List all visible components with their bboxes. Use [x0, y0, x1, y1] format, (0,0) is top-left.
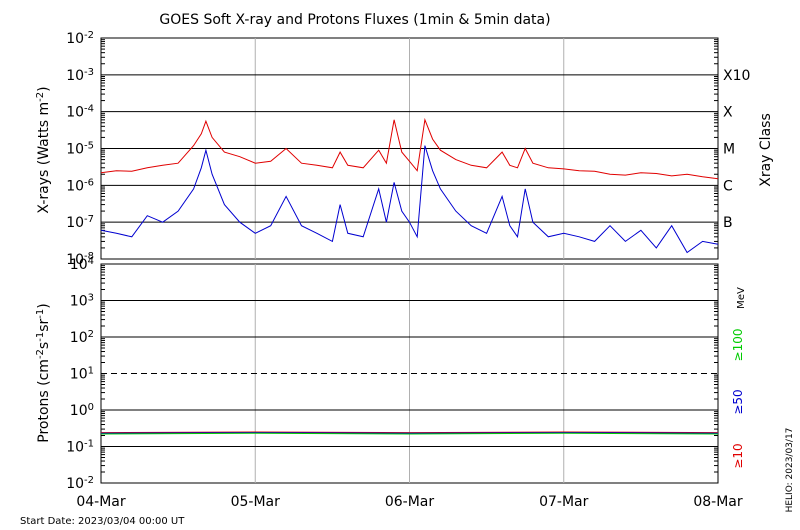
- x-axis-labels: 04-Mar 05-Mar 06-Mar 07-Mar 08-Mar: [76, 494, 743, 510]
- proton-grid: [101, 264, 718, 483]
- x-tick-label: 04-Mar: [76, 494, 126, 510]
- proton-panel: 10-2 10-1 100 101 102 103 104 MeV ≥100 ≥50 ≥10 P…: [35, 256, 748, 493]
- credit-label: HELIO: 2023/03/17: [785, 428, 795, 513]
- chart-title: GOES Soft X-ray and Protons Fluxes (1min…: [159, 12, 550, 28]
- xray-class-label: B: [723, 215, 733, 231]
- xray-y-tick-label: 10-3: [66, 66, 94, 84]
- xray-class-axis-title: Xray Class: [758, 113, 774, 187]
- x-tick-label: 05-Mar: [231, 494, 281, 510]
- xray-y-tick-label: 10-5: [66, 140, 94, 158]
- proton-y-axis-label: Protons (cm-2s-1sr-1): [35, 303, 53, 442]
- xray-y-tick-label: 10-4: [66, 103, 94, 121]
- xray-y-tick-label: 10-7: [66, 214, 94, 232]
- proton-series-line: [100, 432, 719, 434]
- proton-energy-label: ≥100: [731, 329, 745, 362]
- xray-y-tick-label: 10-6: [66, 177, 94, 195]
- xray-class-label: X: [723, 105, 733, 121]
- proton-y-tick-label: 103: [70, 292, 94, 310]
- proton-y-tick-label: 10-1: [66, 438, 94, 456]
- xray-class-label: X10: [723, 68, 750, 84]
- xray-y-tick-label: 10-8: [66, 251, 94, 269]
- xray-series-line: [100, 145, 719, 254]
- x-tick-label: 06-Mar: [385, 494, 435, 510]
- proton-y-tick-label: 101: [70, 365, 94, 383]
- xray-class-label: C: [723, 178, 733, 194]
- start-date-label: Start Date: 2023/03/04 00:00 UT: [20, 516, 185, 527]
- xray-y-axis-label: X-rays (Watts m-2): [35, 86, 53, 213]
- xray-series-group: [100, 117, 719, 254]
- x-tick-label: 07-Mar: [539, 494, 589, 510]
- proton-y-tick-label: 102: [70, 329, 94, 347]
- xray-panel: 10-8 10-7 10-6 10-5 10-4 10-3 10-2 B C M X X10 Xra…: [35, 30, 775, 269]
- proton-series-group: [100, 431, 719, 435]
- xray-grid: [101, 38, 718, 259]
- proton-y-ticks: 10-2 10-1 100 101 102 103 104: [66, 256, 94, 493]
- proton-energy-label: ≥10: [731, 443, 745, 468]
- proton-y-tick-label: 10-2: [66, 475, 94, 493]
- xray-y-tick-label: 10-2: [66, 30, 94, 48]
- proton-series-line: [100, 432, 719, 435]
- proton-y-tick-label: 104: [70, 256, 94, 274]
- proton-energy-unit: MeV: [736, 287, 747, 309]
- xray-y-ticks: 10-8 10-7 10-6 10-5 10-4 10-3 10-2: [66, 30, 94, 269]
- x-tick-label: 08-Mar: [693, 494, 743, 510]
- xray-series-line: [100, 117, 719, 180]
- proton-energy-labels: ≥100 ≥50 ≥10: [731, 329, 745, 469]
- xray-class-label: M: [723, 142, 735, 158]
- proton-energy-label: ≥50: [731, 389, 745, 414]
- proton-series-line: [100, 431, 719, 434]
- proton-y-tick-label: 100: [70, 402, 94, 420]
- xray-class-labels: B C M X X10: [723, 68, 750, 231]
